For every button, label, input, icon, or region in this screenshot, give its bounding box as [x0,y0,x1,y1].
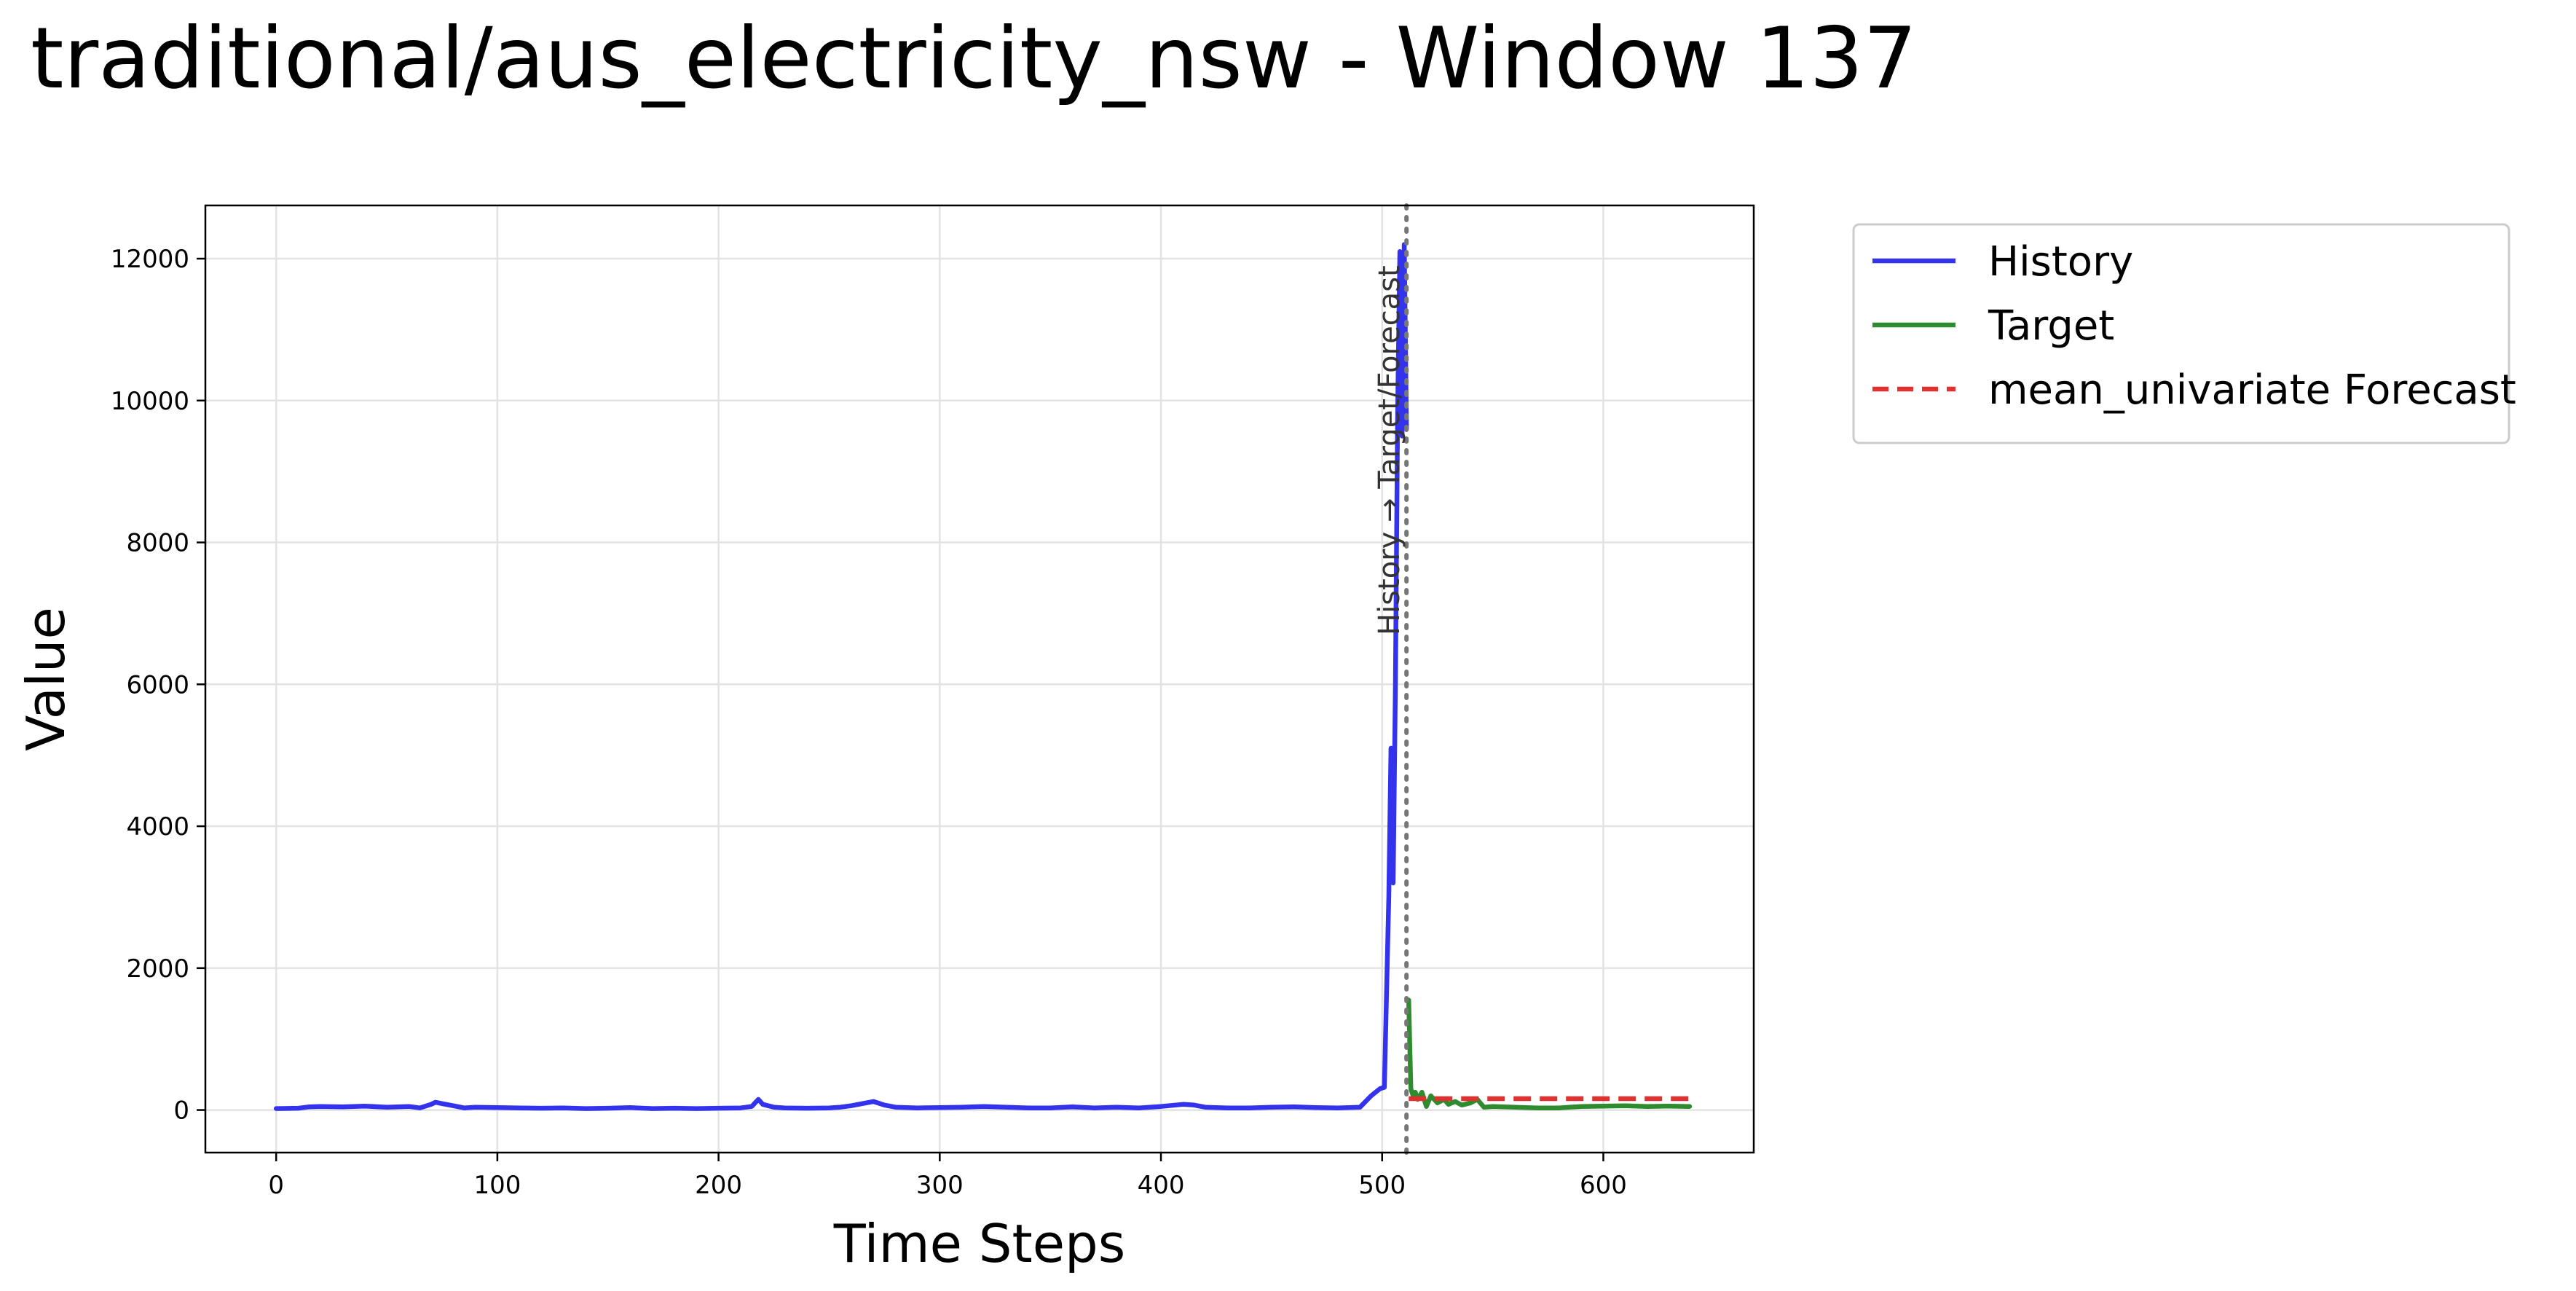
y-tick-label: 0 [173,1096,189,1126]
legend-item: History [1872,238,2133,286]
plot-border [204,204,1755,1154]
series-layer [273,242,1693,1111]
y-axis-title: Value [15,607,76,751]
x-tick-label: 100 [473,1171,521,1200]
x-tick-label: 500 [1358,1171,1406,1200]
x-axis: 0 100 200 300 400 500 600 [268,1153,1627,1200]
y-tick-label: 2000 [126,954,189,984]
plot-frame [205,205,1754,1153]
series-line-0 [273,242,1409,1111]
legend-label: mean_univariate Forecast [1988,366,2516,414]
plot-area: History → Target/Forecast [204,203,1755,1155]
split-label: History → Target/Forecast [1373,265,1406,635]
legend-label: History [1988,238,2133,286]
y-tick-label: 8000 [126,529,189,558]
chart-title: traditional/aus_electricity_nsw - Window… [31,9,1917,108]
legend-item: mean_univariate Forecast [1872,366,2516,414]
legend-label: Target [1988,302,2114,350]
x-tick-label: 0 [268,1171,284,1200]
legend-item: Target [1872,302,2114,350]
x-tick-label: 300 [916,1171,964,1200]
grid-lines [205,205,1754,1153]
y-tick-label: 12000 [111,245,189,274]
x-axis-title: Time Steps [833,1213,1126,1274]
legend-box [1852,223,2510,444]
y-tick-label: 4000 [126,812,189,841]
y-tick-label: 10000 [111,387,189,416]
y-axis: 0 2000 4000 6000 8000 10000 12000 [111,245,205,1126]
legend: History Target mean_univariate Forecast [1852,223,2516,444]
x-tick-label: 600 [1580,1171,1627,1200]
x-tick-label: 200 [695,1171,742,1200]
legend-items: History Target mean_univariate Forecast [1872,238,2516,414]
y-tick-label: 6000 [126,670,189,699]
x-tick-label: 400 [1138,1171,1185,1200]
